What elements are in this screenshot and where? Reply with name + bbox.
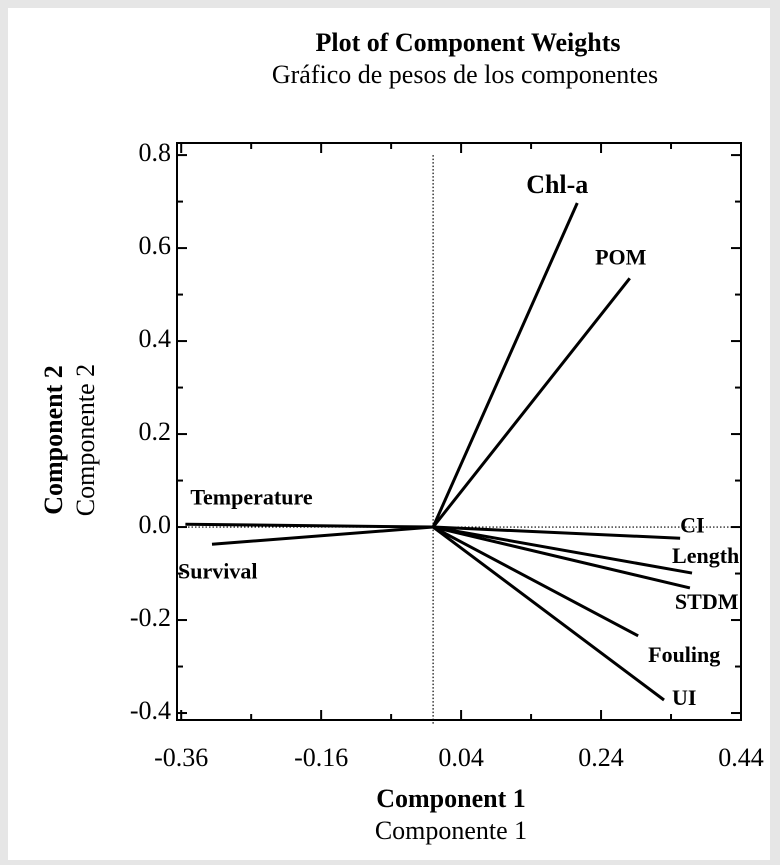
y-tick-label: 0.0 (139, 510, 172, 539)
vector (432, 525, 639, 638)
x-tick-label: -0.36 (154, 743, 208, 772)
y-tick-label: 0.8 (139, 138, 172, 167)
y-tick-label: 0.4 (139, 324, 172, 353)
vector (431, 277, 631, 528)
vector (432, 525, 691, 590)
plot-frame (176, 142, 742, 721)
vector (431, 202, 579, 528)
chart-subtitle: Gráfico de pesos de los componentes (272, 60, 658, 89)
vector (185, 522, 434, 529)
y-tick-label: 0.2 (139, 417, 172, 446)
x-axis-label: Component 1 (376, 784, 526, 813)
x-tick-label: 0.44 (718, 743, 764, 772)
x-tick-label: 0.24 (578, 743, 624, 772)
vector-label: POM (595, 244, 647, 269)
x-tick-label: 0.04 (438, 743, 484, 772)
vector-label: Temperature (190, 484, 312, 509)
panel (8, 8, 770, 860)
vector (211, 525, 434, 546)
chart-title: Plot of Component Weights (315, 28, 620, 57)
y-axis-label: Component 2 (39, 365, 68, 515)
x-axis-sub-label: Componente 1 (375, 816, 527, 845)
x-tick-label: -0.16 (294, 743, 348, 772)
vector (432, 525, 665, 702)
vector-label: STDM (675, 589, 739, 614)
vector (432, 525, 693, 575)
y-axis-sub-label: Componente 2 (71, 364, 100, 516)
vector-label: CI (680, 512, 704, 537)
vector-label: Chl-a (526, 170, 588, 199)
vector-label: Length (672, 543, 739, 568)
vector (433, 525, 681, 540)
vector-label: Fouling (648, 642, 720, 667)
vector-label: Survival (178, 558, 257, 583)
y-tick-label: -0.4 (130, 696, 171, 725)
y-tick-label: 0.6 (139, 231, 172, 260)
vector-label: UI (672, 685, 696, 710)
y-tick-label: -0.2 (130, 603, 171, 632)
